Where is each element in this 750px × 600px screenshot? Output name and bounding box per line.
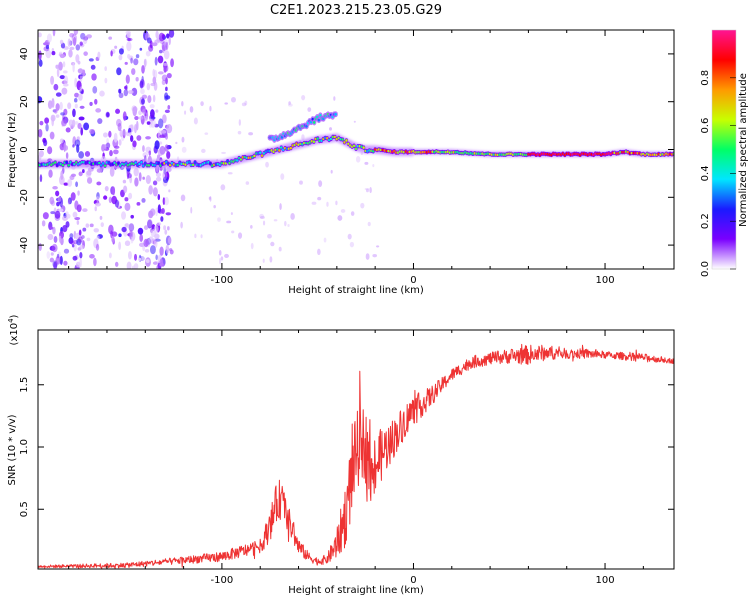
snr-y-tick-label: 1.5 <box>19 377 30 393</box>
snr-series-line <box>38 343 674 569</box>
snr-x-label: Height of straight line (km) <box>288 585 424 596</box>
spectrogram-y-tick-label: 0 <box>19 146 30 152</box>
snr-y-multiplier: (x104) <box>7 314 20 345</box>
spectrogram-ridge <box>38 133 674 169</box>
spectrogram-x-label: Height of straight line (km) <box>288 285 424 296</box>
spectrogram-image <box>38 30 674 269</box>
snr-axes: -100 0 100 0.5 1.0 1.5 <box>19 330 674 586</box>
spectrogram-panel: -100 0 100 -40 -20 0 20 40 Height of straight l… <box>7 29 675 296</box>
spectrogram-y-tick-label: -20 <box>19 189 30 205</box>
colorbar-tick-label: 0.2 <box>700 213 711 229</box>
spectrogram-noise <box>38 30 380 269</box>
colorbar-tick-label: 0.8 <box>700 70 711 86</box>
colorbar: 0.0 0.2 0.4 0.6 0.8 Normalized spectral ampl… <box>700 29 749 277</box>
colorbar-tick-label: 0.0 <box>700 261 711 277</box>
spectrogram-y-tick-label: 20 <box>19 95 30 108</box>
colorbar-tick-label: 0.6 <box>700 118 711 134</box>
snr-frame <box>37 329 675 570</box>
snr-y-label: SNR (10 * v/v) <box>7 414 18 485</box>
snr-panel: -100 0 100 0.5 1.0 1.5 Height of straight lin… <box>7 314 675 596</box>
spectrogram-x-tick-label: 0 <box>410 275 416 286</box>
colorbar-frame <box>711 29 737 270</box>
spectrogram-x-tick-label: -100 <box>211 275 234 286</box>
colorbar-gradient <box>712 30 736 269</box>
figure-title: C2E1.2023.215.23.05.G29 <box>270 3 442 18</box>
spectrogram-x-tick-label: 100 <box>595 275 614 286</box>
colorbar-axes: 0.0 0.2 0.4 0.6 0.8 <box>700 29 737 277</box>
spectrogram-axes: -100 0 100 -40 -20 0 20 40 <box>19 30 674 286</box>
spectrogram-y-label: Frequency (Hz) <box>7 112 18 188</box>
spectrogram-y-tick-label: 40 <box>19 48 30 61</box>
snr-y-tick-label: 1.0 <box>19 439 30 455</box>
snr-x-tick-label: 0 <box>410 575 416 586</box>
snr-x-tick-label: -100 <box>211 575 234 586</box>
spectrogram-y-tick-label: -40 <box>19 237 30 253</box>
snr-y-tick-label: 0.5 <box>19 501 30 517</box>
colorbar-tick-label: 0.4 <box>700 165 711 181</box>
snr-x-tick-label: 100 <box>595 575 614 586</box>
spectrogram-upper-branch <box>267 111 338 143</box>
colorbar-label: Normalized spectral amplitude <box>738 73 749 227</box>
